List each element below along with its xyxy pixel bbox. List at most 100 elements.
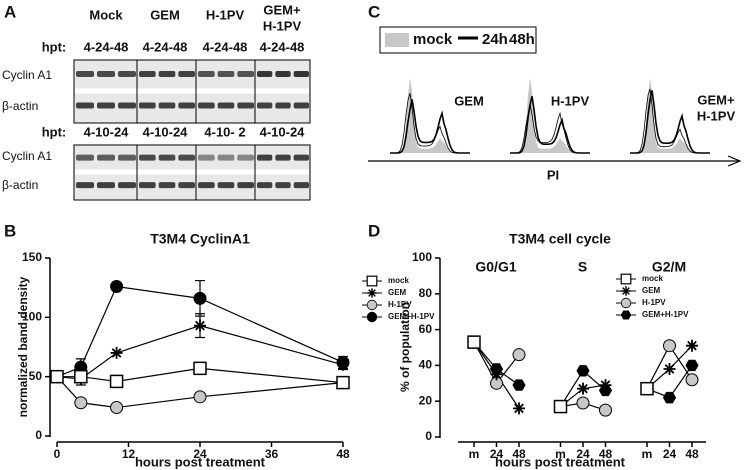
x-tick-label: 48	[685, 447, 699, 461]
blot-images	[73, 59, 311, 201]
legend-label: H-1PV	[642, 298, 666, 307]
band	[118, 102, 136, 109]
band	[76, 71, 94, 78]
marker-circle	[512, 348, 526, 362]
band	[158, 182, 176, 189]
y-tick-label: 150	[22, 250, 42, 264]
marker-square	[553, 399, 568, 414]
legend-label: 48h	[509, 31, 535, 48]
marker-asterisk	[513, 402, 525, 415]
band	[118, 71, 136, 78]
marker-asterisk	[663, 362, 676, 375]
marker-circle	[110, 279, 124, 293]
sample-label: H-1PV	[697, 108, 736, 123]
sample-label: H-1PV	[551, 93, 590, 108]
x-tick-label: m	[469, 447, 480, 461]
band	[257, 182, 273, 189]
timepoints: 4-24-48	[203, 39, 248, 54]
band	[275, 71, 291, 78]
band	[158, 102, 176, 109]
legend-label: H-1PV	[388, 300, 412, 309]
band	[198, 71, 215, 78]
marker-asterisk	[577, 382, 589, 395]
group-label: GEM	[150, 7, 180, 22]
marker-square	[467, 335, 481, 349]
group-label: G0/G1	[475, 259, 516, 275]
band	[237, 71, 254, 78]
legend-marker	[620, 297, 632, 309]
timepoints: 4-24-48	[260, 39, 305, 54]
hpt-label: hpt:	[42, 124, 67, 139]
band	[139, 154, 156, 161]
row-label: Cyclin A1	[2, 149, 52, 163]
band	[76, 154, 94, 161]
legend-marker	[366, 299, 378, 311]
band	[217, 182, 235, 189]
marker-asterisk	[686, 339, 698, 352]
marker-asterisk	[337, 358, 349, 371]
legend-label: GEM+H-1PV	[642, 310, 689, 319]
marker-hexagon	[685, 359, 699, 372]
band	[139, 102, 156, 109]
marker-square	[109, 374, 124, 389]
band	[257, 71, 273, 78]
timepoints: 4-10-24	[260, 124, 306, 139]
band	[198, 154, 215, 161]
flow-histograms	[389, 78, 710, 154]
marker-circle	[74, 396, 88, 410]
band	[275, 182, 291, 189]
band	[76, 182, 94, 189]
x-axis-label: hours post treatment	[495, 454, 626, 469]
y-tick-label: 80	[419, 286, 433, 300]
band	[293, 102, 309, 109]
blot-headers: Mock GEM H-1PV GEM+ H-1PV hpt: 4-24-48 4…	[42, 2, 305, 139]
marker-circle	[576, 396, 590, 410]
band	[237, 154, 254, 161]
marker-asterisk	[490, 368, 503, 381]
band	[237, 182, 254, 189]
y-tick-label: 40	[419, 358, 433, 372]
histogram-mock	[390, 78, 470, 153]
band	[158, 71, 176, 78]
marker-square	[336, 375, 350, 390]
y-axis-label: normalized band density	[16, 276, 30, 417]
band	[257, 102, 273, 109]
x-axis-label: hours post treatment	[135, 454, 266, 469]
band	[158, 154, 176, 161]
legend-label: GEM+H-1PV	[388, 312, 435, 321]
band	[178, 182, 195, 189]
y-tick-label: 20	[419, 393, 433, 407]
legend-marker	[621, 286, 631, 296]
marker-asterisk	[194, 319, 206, 332]
hpt-label: hpt:	[42, 39, 67, 54]
timepoints: 4-10- 2	[204, 124, 245, 139]
sample-label: GEM	[454, 93, 484, 108]
x-tick-label: m	[642, 447, 653, 461]
legend-label: GEM	[642, 286, 661, 295]
band	[275, 102, 291, 109]
band	[217, 102, 235, 109]
group-label: Mock	[89, 7, 123, 22]
x-tick-label: 48	[599, 447, 613, 461]
sample-label: GEM+	[697, 92, 735, 107]
marker-square	[640, 381, 654, 396]
band	[275, 154, 291, 161]
axis-label: PI	[547, 167, 559, 182]
band	[293, 71, 309, 78]
x-tick-label: 12	[122, 447, 136, 461]
y-tick-label: 100	[412, 250, 432, 264]
x-tick-label: 48	[512, 447, 526, 461]
band	[178, 102, 195, 109]
y-tick-label: 100	[22, 310, 42, 324]
flow-legend: mock 24h 48h	[379, 26, 537, 54]
legend-label: mock	[388, 276, 409, 285]
row-label: β-actin	[2, 178, 38, 192]
legend-label: GEM	[388, 288, 407, 297]
legend-marker	[367, 288, 377, 298]
marker-circle	[193, 291, 207, 305]
marker-hexagon	[576, 365, 590, 377]
legend-label: 24h	[482, 31, 508, 48]
legend-marker	[366, 311, 378, 323]
marker-hexagon	[512, 379, 526, 391]
band	[293, 182, 309, 189]
